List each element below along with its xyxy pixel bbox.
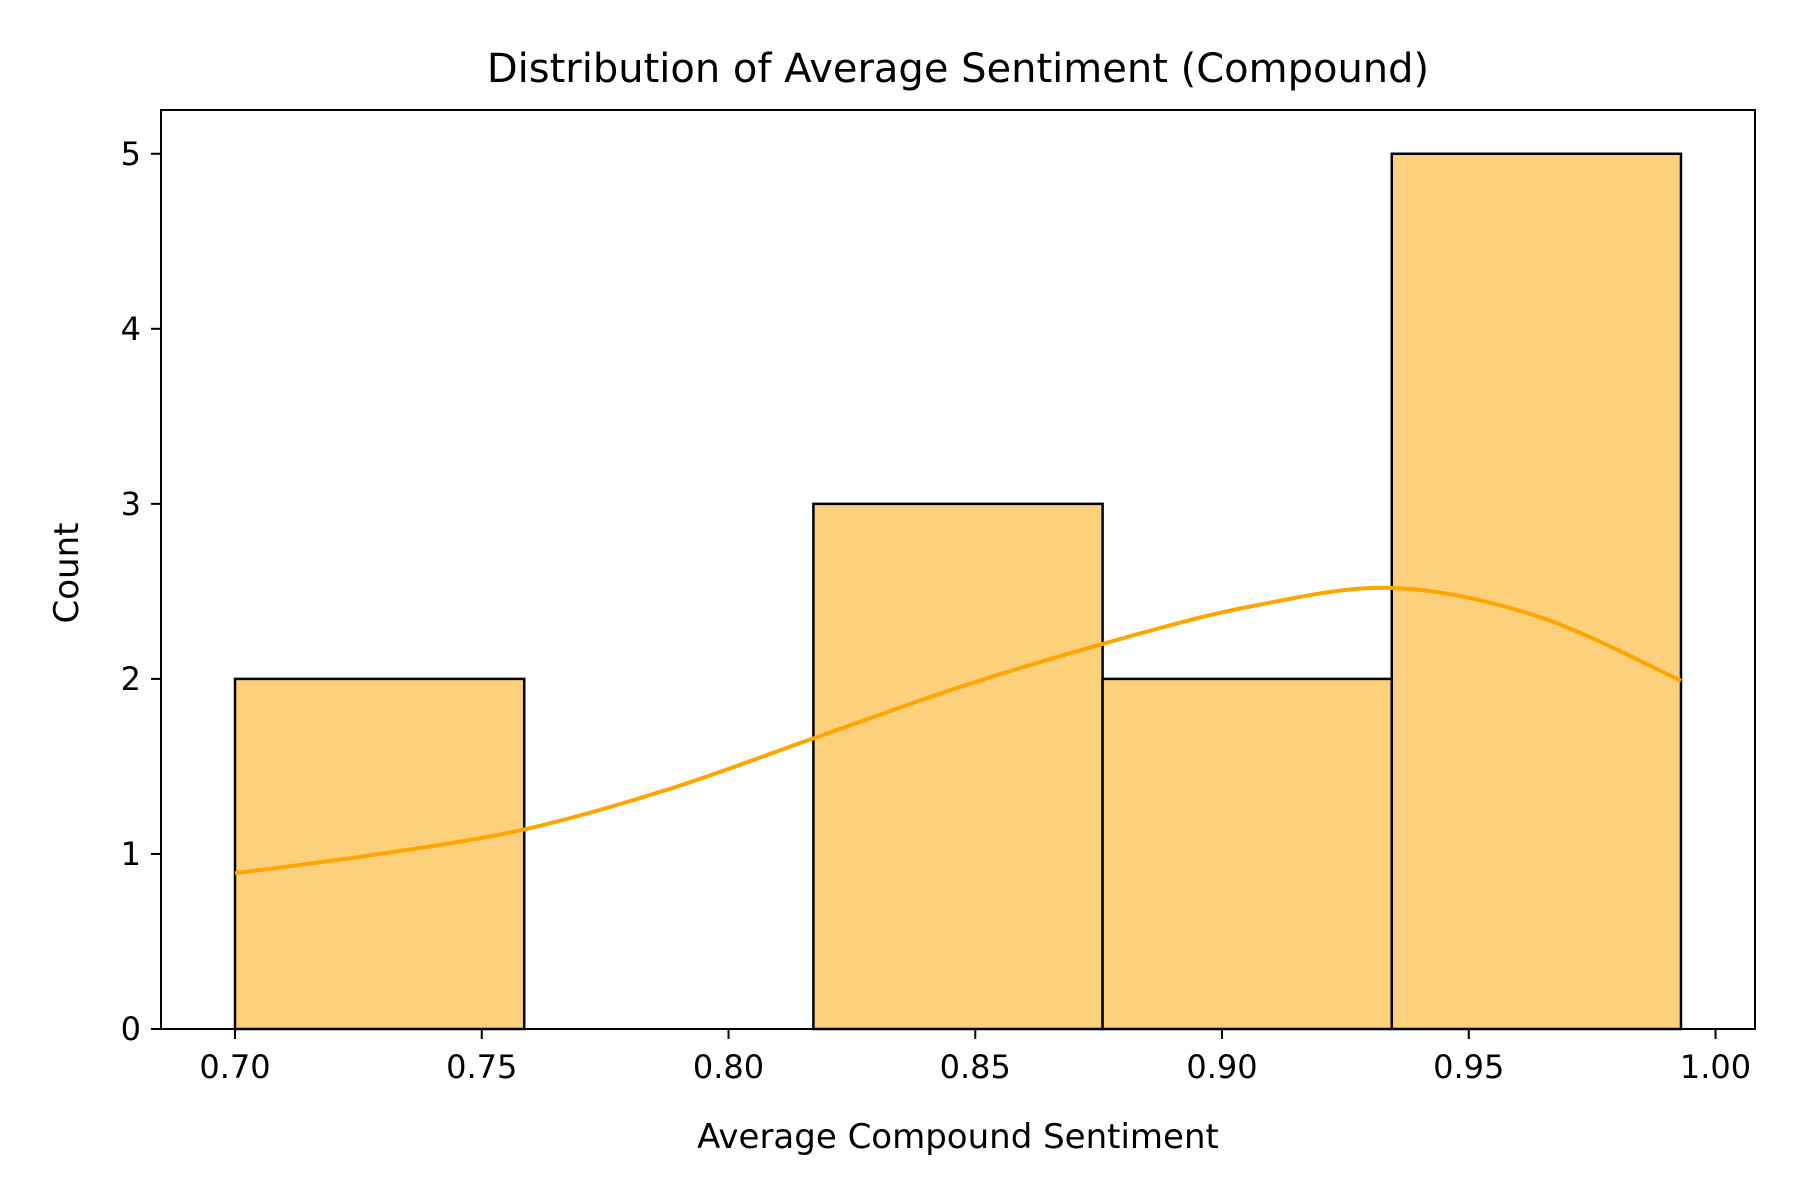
x-tick-label: 0.70 bbox=[199, 1048, 270, 1086]
chart-title: Distribution of Average Sentiment (Compo… bbox=[487, 46, 1429, 92]
y-tick-label: 1 bbox=[121, 835, 141, 873]
x-tick-label: 0.75 bbox=[446, 1048, 517, 1086]
y-tick-label: 5 bbox=[121, 135, 141, 173]
y-tick-label: 2 bbox=[121, 660, 141, 698]
x-tick-label: 0.95 bbox=[1433, 1048, 1504, 1086]
kde-layer bbox=[234, 585, 1682, 876]
histogram-bar-3 bbox=[812, 502, 1104, 1031]
x-tick-label: 0.80 bbox=[693, 1048, 764, 1086]
plot-frame bbox=[160, 109, 1756, 1030]
x-tick-label: 0.90 bbox=[1186, 1048, 1257, 1086]
y-tick-label: 4 bbox=[121, 310, 141, 348]
histogram-bar-4 bbox=[1101, 677, 1394, 1031]
kde-curve bbox=[234, 585, 1682, 876]
x-axis-ticks: 0.70 0.75 0.80 0.85 0.90 0.95 1.00 bbox=[199, 1029, 1751, 1086]
x-tick-label: 0.85 bbox=[940, 1048, 1011, 1086]
bars-layer bbox=[233, 152, 1683, 1031]
y-axis-ticks: 0 1 2 3 4 5 bbox=[121, 135, 161, 1048]
y-tick-label: 0 bbox=[121, 1010, 141, 1048]
x-axis-label: Average Compound Sentiment bbox=[697, 1117, 1219, 1157]
y-tick-label: 3 bbox=[121, 485, 141, 523]
x-tick-label: 1.00 bbox=[1680, 1048, 1751, 1086]
y-axis-label: Count bbox=[47, 523, 87, 624]
